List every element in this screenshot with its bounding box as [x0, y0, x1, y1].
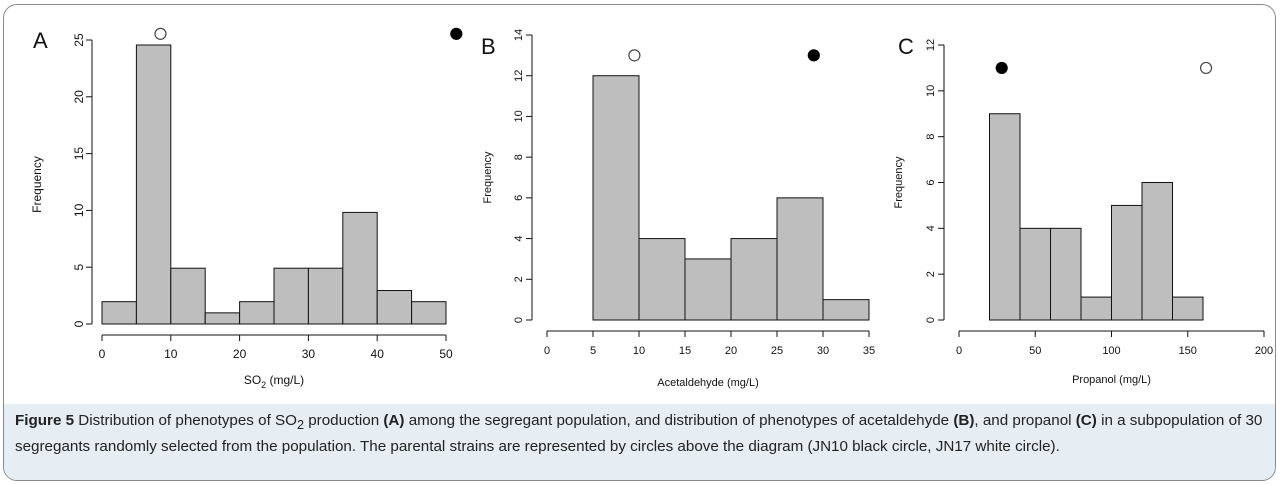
histogram-bar — [342, 211, 378, 325]
x-tick-label: 10 — [164, 347, 178, 361]
y-tick-label: 4 — [925, 225, 937, 231]
y-tick-label: 10 — [72, 203, 86, 217]
x-tick-label: 200 — [1255, 345, 1273, 357]
y-tick-label: 4 — [513, 236, 525, 242]
histogram-bar — [730, 238, 778, 321]
caption-ref-c: (C) — [1075, 412, 1097, 429]
x-tick-label: 150 — [1179, 345, 1197, 357]
x-tick-label: 0 — [956, 345, 962, 357]
histogram-bar — [101, 301, 137, 325]
histogram-bar — [273, 267, 309, 325]
histogram-bar — [411, 301, 447, 325]
panel-label: B — [481, 34, 496, 59]
parent-jn17-marker — [1199, 61, 1213, 75]
histogram-bar — [170, 267, 206, 325]
y-tick-label: 6 — [925, 179, 937, 185]
caption-text-1: Distribution of phenotypes of SO — [74, 412, 297, 429]
caption-text-2: production — [304, 412, 384, 429]
x-tick-label: 30 — [302, 347, 316, 361]
y-tick-label: 12 — [513, 70, 525, 82]
histogram-bar — [1019, 227, 1051, 321]
caption-ref-a: (A) — [383, 412, 405, 429]
x-axis-title: SO2 (mg/L) — [244, 373, 304, 390]
histogram-bar — [1050, 227, 1082, 321]
y-tick-label: 0 — [513, 317, 525, 323]
y-tick-label: 5 — [72, 264, 86, 271]
histogram-bar — [307, 267, 344, 325]
parent-jn17-marker — [154, 27, 167, 40]
x-tick-label: 40 — [371, 347, 385, 361]
y-tick-label: 6 — [513, 195, 525, 201]
histogram-bar — [638, 238, 686, 321]
x-tick-label: 20 — [233, 347, 247, 361]
y-axis-title: Frequency — [30, 156, 44, 213]
x-axis-title: Acetaldehyde (mg/L) — [657, 377, 759, 389]
caption-so2-subscript: 2 — [296, 418, 304, 433]
parent-jn10-marker — [450, 27, 463, 40]
x-tick-label: 15 — [679, 345, 691, 357]
y-tick-label: 10 — [925, 85, 937, 97]
y-tick-label: 8 — [925, 134, 937, 140]
histogram-bar — [592, 75, 640, 321]
histogram-bar — [376, 290, 413, 325]
x-tick-label: 10 — [633, 345, 645, 357]
y-tick-label: 2 — [513, 276, 525, 282]
histogram-bar — [1141, 182, 1173, 321]
histogram-bar — [1172, 296, 1204, 321]
x-tick-label: 100 — [1102, 345, 1120, 357]
chart-panel-c: 0 50 100 150 200 0 2 4 6 8 10 12 Frequency Propanol (… — [893, 34, 1273, 386]
histogram-bar — [684, 258, 732, 321]
x-tick-label: 25 — [771, 345, 783, 357]
panel-label: C — [898, 34, 914, 59]
figure-caption: Figure 5 Distribution of phenotypes of S… — [15, 410, 1270, 457]
caption-ref-b: (B) — [953, 412, 975, 429]
histogram-bar — [204, 312, 241, 325]
y-tick-label: 8 — [513, 154, 525, 160]
parent-jn10-marker — [995, 61, 1008, 75]
caption-band — [4, 404, 1275, 480]
x-tick-label: 5 — [590, 345, 596, 357]
panel-label: A — [33, 28, 48, 53]
y-tick-label: 14 — [513, 29, 525, 41]
chart-panel-a: 0 10 20 30 40 50 0 5 10 15 20 25 Frequency SO2 (mg/L)… — [30, 27, 463, 390]
y-tick-label: 15 — [72, 147, 86, 161]
y-tick-label: 12 — [925, 39, 937, 51]
chart-panel-b: 0 5 10 15 20 25 30 35 0 2 4 6 8 10 12 14 Frequency Acetal… — [481, 29, 875, 389]
histogram-bar — [1080, 296, 1112, 321]
x-axis-title: Propanol (mg/L) — [1072, 374, 1151, 386]
y-tick-label: 0 — [925, 317, 937, 323]
y-tick-label: 25 — [72, 33, 86, 47]
x-tick-label: 30 — [817, 345, 829, 357]
y-tick-label: 2 — [925, 271, 937, 277]
caption-text-5: in a subpopulation of 30 segregants rand… — [15, 412, 1263, 456]
caption-text-3: among the segregant population, and dist… — [404, 412, 954, 429]
histogram-bar — [989, 113, 1021, 321]
parent-jn17-marker — [628, 49, 641, 62]
histogram-bar — [822, 299, 870, 321]
y-axis-title: Frequency — [482, 151, 494, 203]
histogram-bar — [135, 44, 172, 325]
caption-figure-label: Figure 5 — [15, 412, 75, 429]
x-tick-label: 0 — [99, 347, 106, 361]
y-tick-label: 20 — [72, 90, 86, 104]
y-tick-label: 0 — [72, 320, 86, 327]
parent-jn10-marker — [807, 49, 820, 62]
x-tick-label: 0 — [544, 345, 550, 357]
x-tick-label: 20 — [725, 345, 737, 357]
y-axis-title: Frequency — [893, 156, 905, 208]
histogram-bar — [1111, 204, 1143, 321]
caption-text-4: , and propanol — [974, 412, 1076, 429]
x-tick-label: 50 — [439, 347, 453, 361]
histogram-bar — [239, 301, 275, 325]
x-tick-label: 50 — [1029, 345, 1041, 357]
y-tick-label: 10 — [513, 110, 525, 122]
x-tick-label: 35 — [863, 345, 875, 357]
histogram-bar — [776, 197, 824, 321]
